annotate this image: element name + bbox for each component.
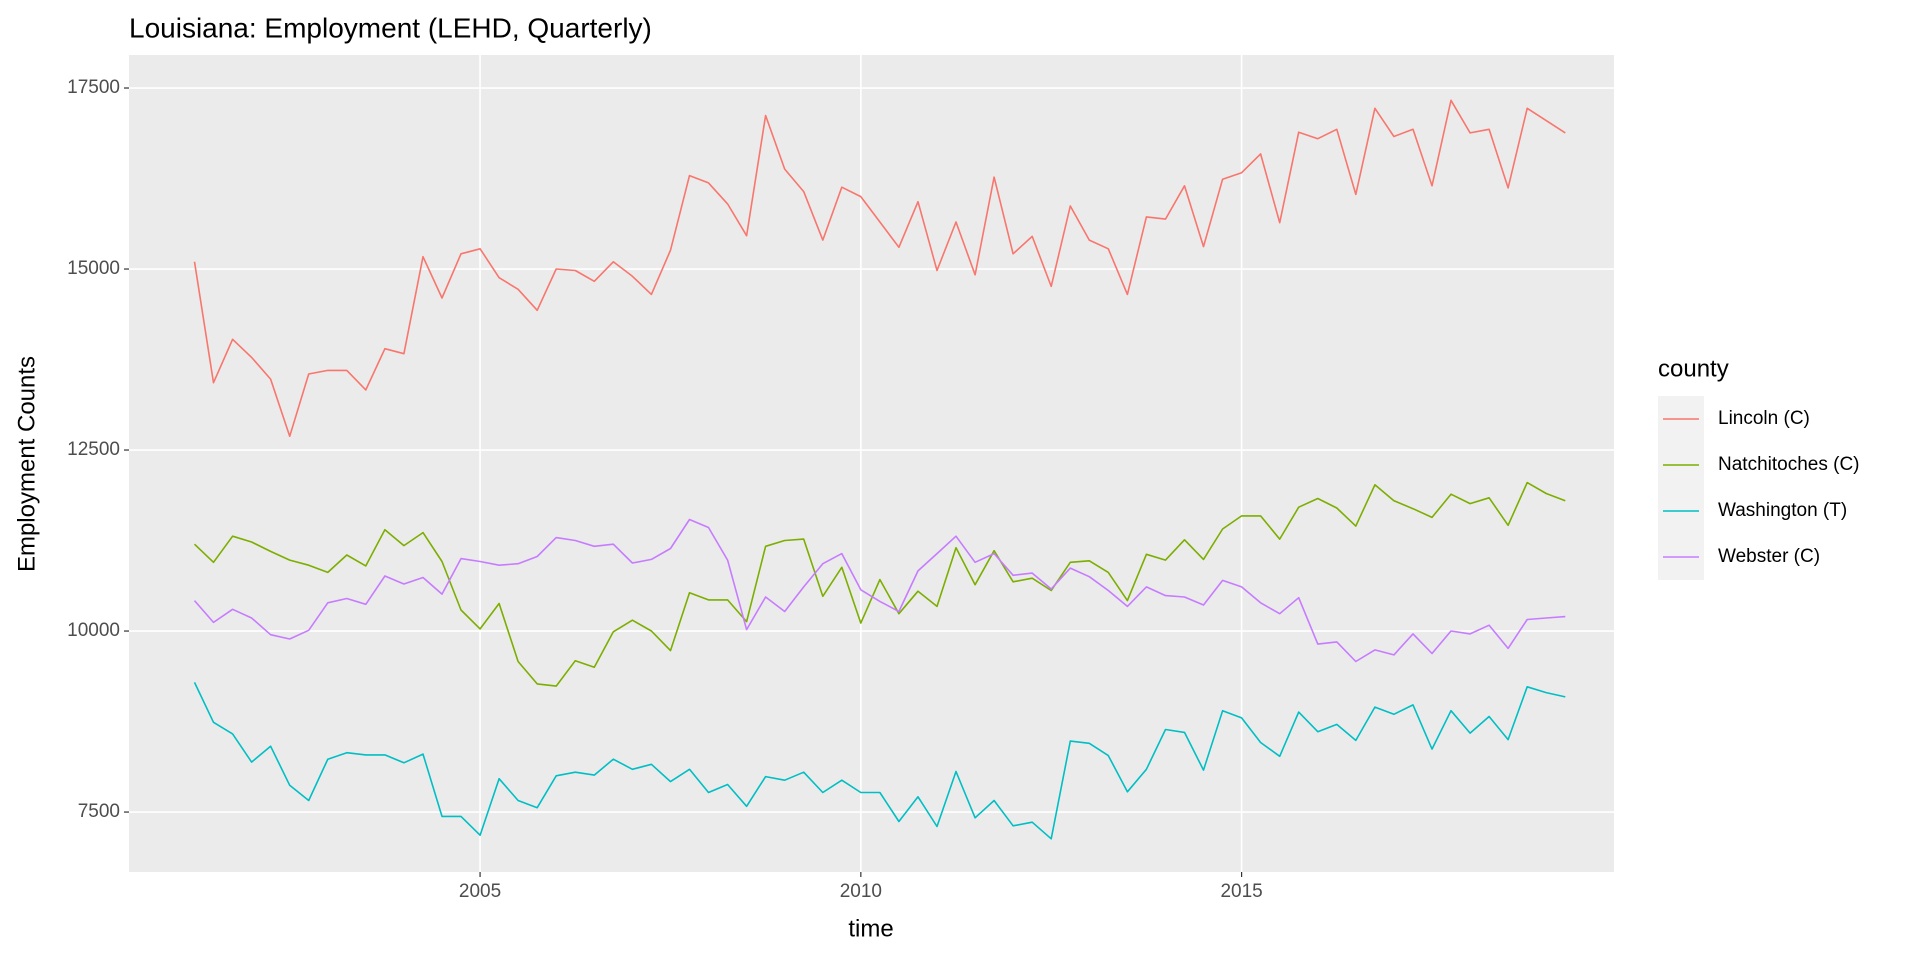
y-tick-label: 17500 [67, 77, 120, 98]
series-line [193, 481, 1566, 687]
series-line [193, 99, 1566, 438]
y-axis-label: Employment Counts [13, 356, 40, 572]
y-tick-label: 12500 [67, 439, 120, 460]
y-tick-label: 7500 [78, 801, 120, 822]
legend-label: Washington (T) [1718, 500, 1847, 521]
legend-label: Natchitoches (C) [1718, 454, 1860, 475]
legend-label: Lincoln (C) [1718, 408, 1810, 429]
plot-panel [129, 55, 1614, 872]
x-tick-label: 2015 [1220, 881, 1262, 902]
y-tick-label: 15000 [67, 258, 120, 279]
x-tick-label: 2005 [459, 881, 501, 902]
series-line [193, 518, 1566, 663]
legend-title: county [1658, 355, 1729, 382]
x-tick-label: 2010 [840, 881, 882, 902]
legend-key-background [1658, 396, 1704, 580]
series-line [193, 682, 1566, 840]
y-tick-label: 10000 [67, 620, 120, 641]
chart-title: Louisiana: Employment (LEHD, Quarterly) [129, 12, 652, 43]
x-axis-label: time [848, 915, 893, 942]
legend-label: Webster (C) [1718, 546, 1820, 567]
